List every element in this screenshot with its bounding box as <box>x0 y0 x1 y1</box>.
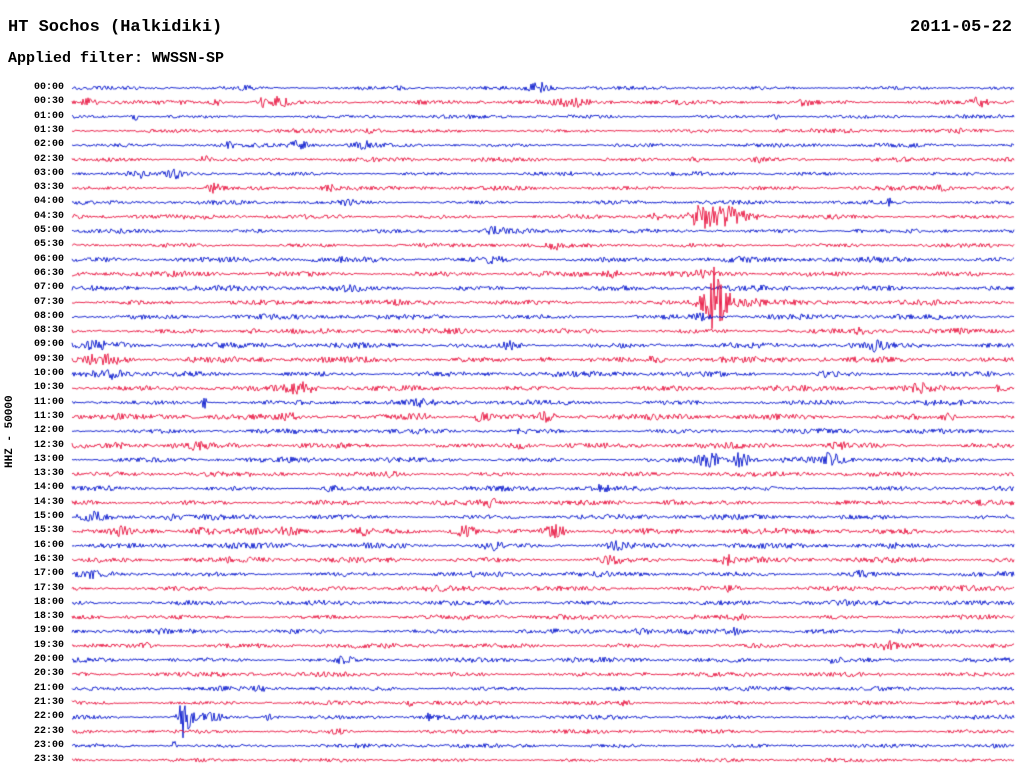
time-label-23:30: 23:30 <box>33 754 64 766</box>
time-label-14:00: 14:00 <box>33 482 64 494</box>
time-label-12:30: 12:30 <box>33 439 64 451</box>
time-label-15:30: 15:30 <box>33 525 64 537</box>
time-label-10:30: 10:30 <box>33 382 64 394</box>
time-label-18:00: 18:00 <box>33 596 64 608</box>
time-label-21:30: 21:30 <box>33 696 64 708</box>
time-label-01:00: 01:00 <box>33 110 64 122</box>
time-label-02:30: 02:30 <box>33 153 64 165</box>
time-label-21:00: 21:00 <box>33 682 64 694</box>
time-label-00:00: 00:00 <box>33 82 64 93</box>
time-label-17:00: 17:00 <box>33 568 64 580</box>
time-label-04:30: 04:30 <box>33 210 64 222</box>
time-label-08:00: 08:00 <box>33 310 64 322</box>
time-label-13:00: 13:00 <box>33 453 64 465</box>
time-label-10:00: 10:00 <box>33 368 64 379</box>
time-label-11:30: 11:30 <box>33 410 64 422</box>
time-label-05:00: 05:00 <box>33 225 64 236</box>
time-label-14:30: 14:30 <box>33 496 64 508</box>
date-label: 2011-05-22 <box>909 18 1012 37</box>
time-label-20:30: 20:30 <box>33 668 64 680</box>
time-label-12:00: 12:00 <box>33 425 64 437</box>
time-label-20:00: 20:00 <box>33 654 64 665</box>
time-label-07:30: 07:30 <box>33 296 64 308</box>
time-label-03:00: 03:00 <box>33 167 64 179</box>
time-label-11:00: 11:00 <box>33 396 64 408</box>
time-label-09:00: 09:00 <box>33 339 64 351</box>
time-label-15:00: 15:00 <box>33 511 64 522</box>
time-label-13:30: 13:30 <box>33 468 64 480</box>
time-label-16:00: 16:00 <box>33 539 64 551</box>
filter-label: Applied filter: WWSSN-SP <box>8 50 225 67</box>
time-label-04:00: 04:00 <box>33 196 64 208</box>
time-label-18:30: 18:30 <box>33 611 64 623</box>
time-label-09:30: 09:30 <box>33 353 64 365</box>
time-label-05:30: 05:30 <box>33 239 64 251</box>
time-label-07:00: 07:00 <box>33 282 64 294</box>
time-label-03:30: 03:30 <box>33 182 64 194</box>
time-label-22:00: 22:00 <box>33 711 64 723</box>
time-label-00:30: 00:30 <box>33 96 64 108</box>
time-label-17:30: 17:30 <box>33 582 64 594</box>
time-label-19:30: 19:30 <box>33 639 64 651</box>
time-label-08:30: 08:30 <box>33 325 64 337</box>
time-label-06:00: 06:00 <box>33 253 64 265</box>
station-title: HT Sochos (Halkidiki) <box>8 18 223 37</box>
time-label-02:00: 02:00 <box>33 139 64 151</box>
time-label-23:00: 23:00 <box>33 739 64 751</box>
time-label-22:30: 22:30 <box>33 725 64 737</box>
channel-scale-label: HHZ - 50000 <box>4 395 16 468</box>
time-label-06:30: 06:30 <box>33 267 64 279</box>
time-label-19:00: 19:00 <box>33 625 64 637</box>
time-label-16:30: 16:30 <box>33 553 64 565</box>
time-label-01:30: 01:30 <box>33 124 64 136</box>
header: HT Sochos (Halkidiki) 2011-05-22 <box>8 18 1014 40</box>
